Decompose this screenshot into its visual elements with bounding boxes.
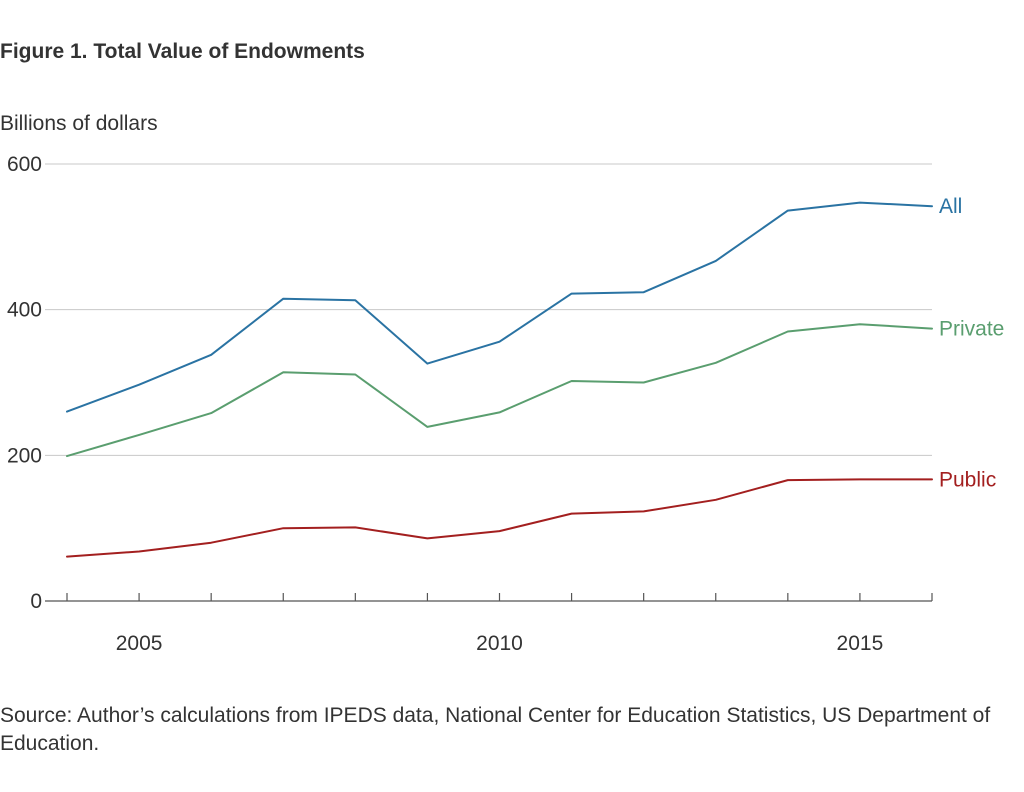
y-tick-label-0: 0 xyxy=(30,590,42,613)
series-labels: All Private Public xyxy=(939,195,1004,491)
series-label-public: Public xyxy=(939,468,996,491)
x-tick-label-2010: 2010 xyxy=(476,632,523,655)
chart-title: Figure 1. Total Value of Endowments xyxy=(0,40,365,63)
gridlines xyxy=(45,163,932,456)
series-lines xyxy=(66,201,933,558)
series-line-all xyxy=(66,201,933,413)
y-tick-label-400: 400 xyxy=(7,299,42,322)
series-label-private: Private xyxy=(939,318,1004,341)
x-tick-label-2005: 2005 xyxy=(116,632,163,655)
y-tick-label-600: 600 xyxy=(7,153,42,176)
x-tick-label-2015: 2015 xyxy=(837,632,884,655)
series-label-all: All xyxy=(939,195,962,218)
series-line-public xyxy=(66,478,933,558)
series-line-private xyxy=(66,323,933,458)
y-axis-label: Billions of dollars xyxy=(0,112,158,135)
source-note: Source: Author’s calculations from IPEDS… xyxy=(0,704,991,755)
axes: 0 200 400 600 2005 2010 2015 xyxy=(7,153,933,655)
y-tick-label-200: 200 xyxy=(7,444,42,467)
